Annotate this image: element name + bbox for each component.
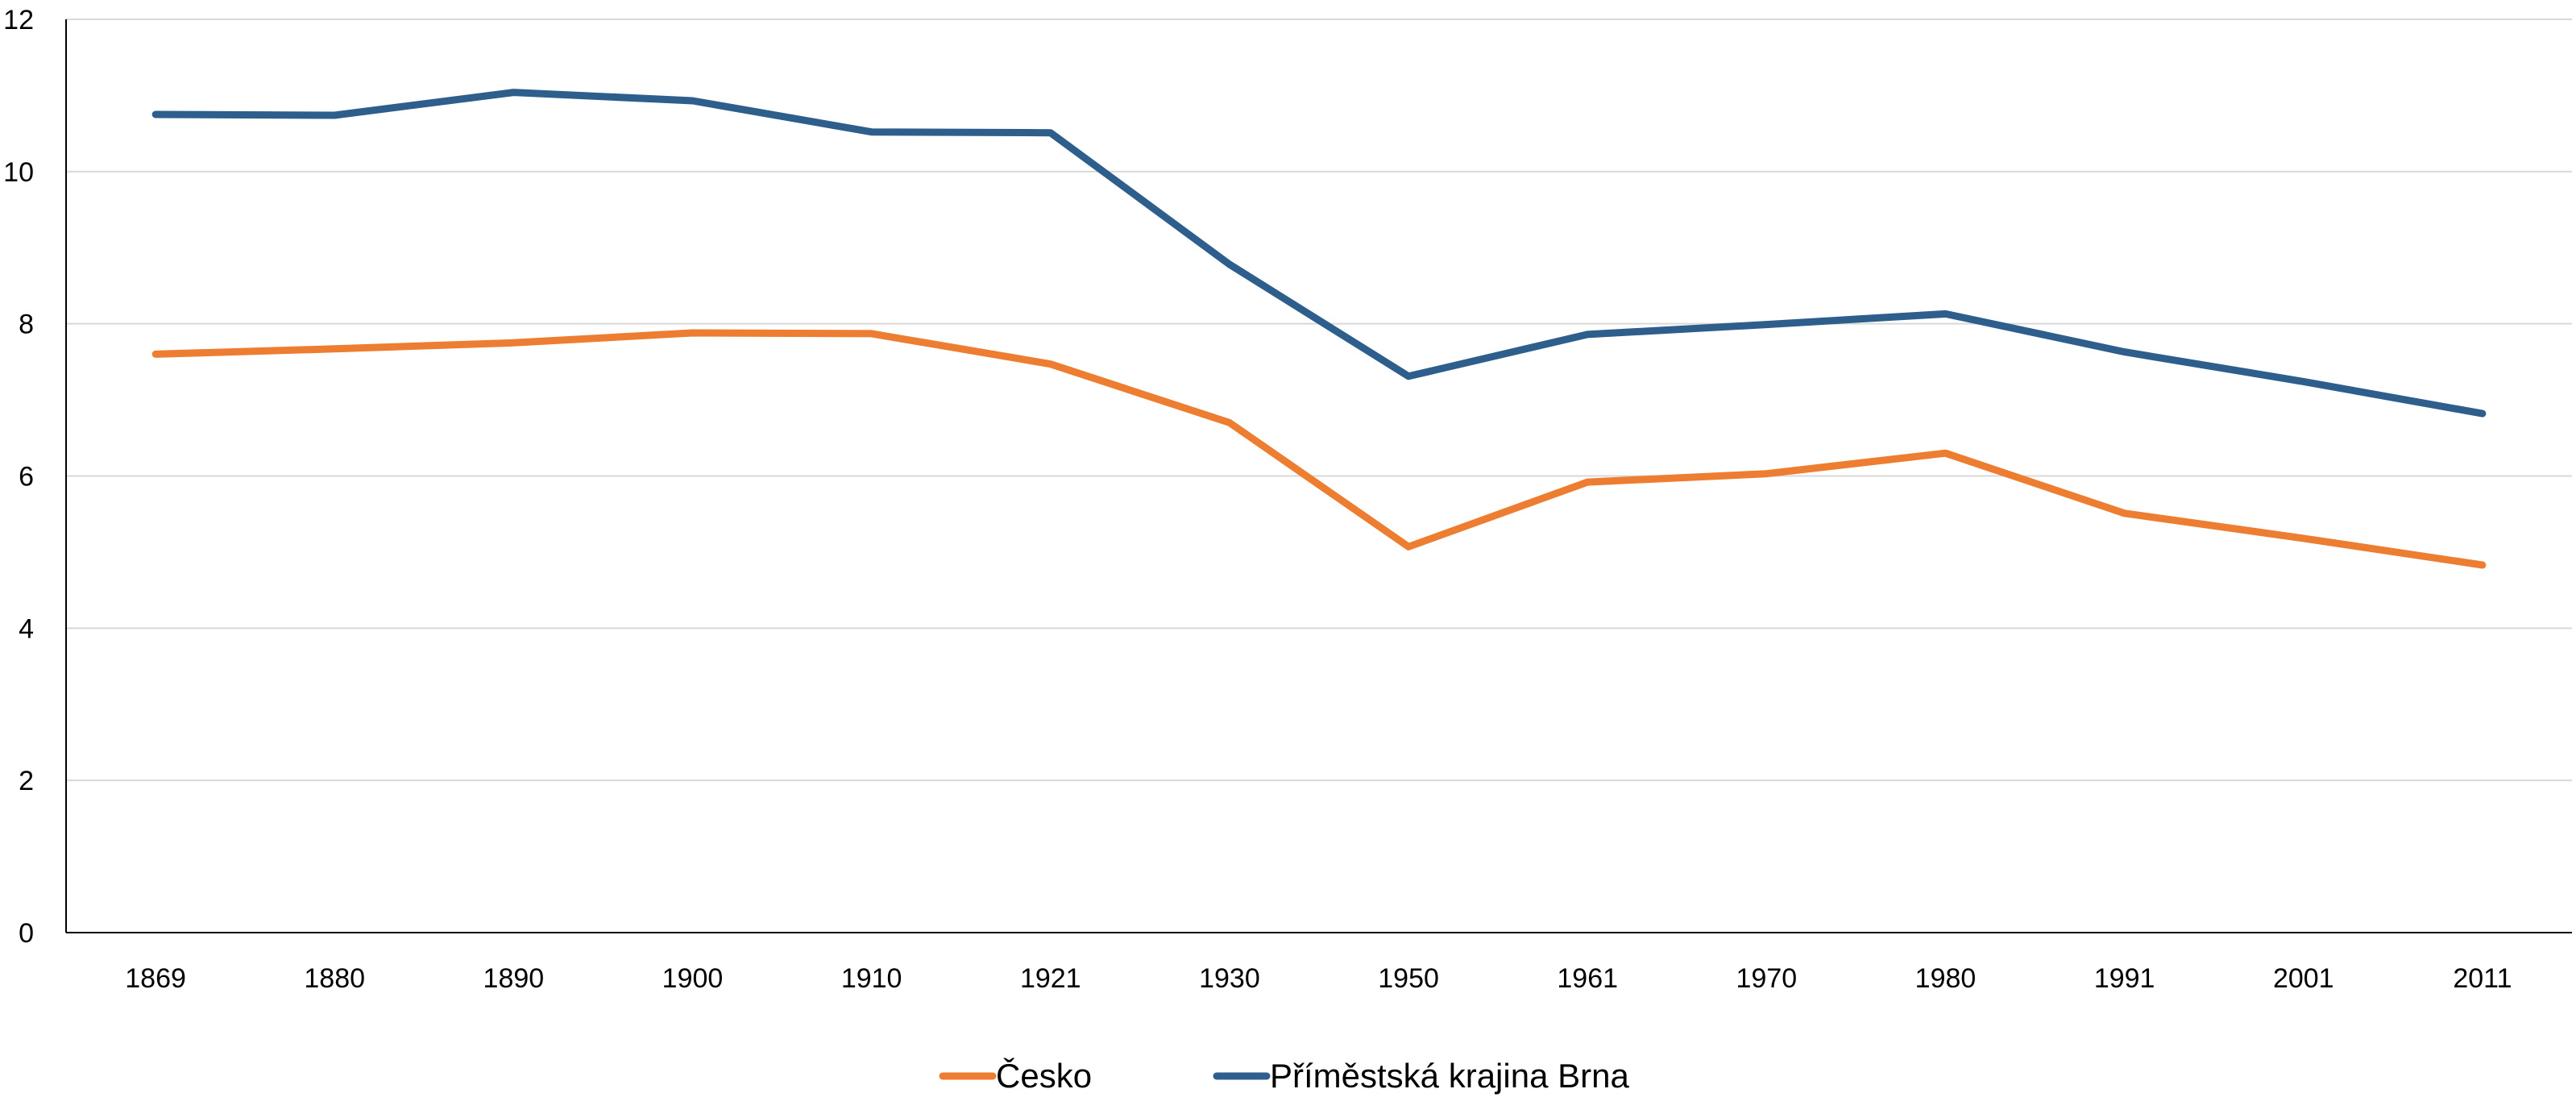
y-tick-label: 6 (19, 462, 34, 493)
x-tick-label: 1900 (662, 963, 724, 994)
y-tick-label: 2 (19, 766, 34, 796)
gridlines (66, 19, 2572, 782)
x-tick-label: 1890 (483, 963, 545, 994)
y-tick-label: 8 (19, 310, 34, 340)
axes (65, 19, 2572, 933)
y-tick-labels: 0 2 4 6 8 10 12 (3, 5, 34, 949)
x-tick-label: 1950 (1378, 963, 1439, 994)
x-tick-labels: 1869 1880 1890 1900 1910 1921 1930 1950 1961 1970… (125, 963, 2512, 994)
series-lines (151, 89, 2487, 569)
x-tick-label: 2011 (2453, 963, 2512, 994)
x-tick-label: 1921 (1020, 963, 1081, 994)
x-tick-label: 2001 (2273, 963, 2334, 994)
legend-label-1: Česko (996, 1057, 1092, 1095)
x-tick-label: 1980 (1915, 963, 1977, 994)
y-tick-label: 0 (19, 918, 34, 949)
x-tick-label: 1910 (841, 963, 902, 994)
legend: Česko Příměstská krajina Brna (939, 1057, 1629, 1095)
y-tick-label: 12 (3, 5, 34, 35)
y-tick-label: 10 (3, 157, 34, 188)
x-tick-label: 1930 (1199, 963, 1260, 994)
series-line-1 (151, 329, 2487, 569)
legend-label-2: Příměstská krajina Brna (1270, 1057, 1629, 1095)
series-line-2 (151, 89, 2487, 418)
x-tick-label: 1961 (1557, 963, 1618, 994)
x-tick-label: 1991 (2094, 963, 2155, 994)
y-tick-label: 4 (19, 613, 34, 644)
x-tick-label: 1970 (1736, 963, 1798, 994)
x-tick-label: 1869 (125, 963, 186, 994)
x-tick-label: 1880 (304, 963, 365, 994)
